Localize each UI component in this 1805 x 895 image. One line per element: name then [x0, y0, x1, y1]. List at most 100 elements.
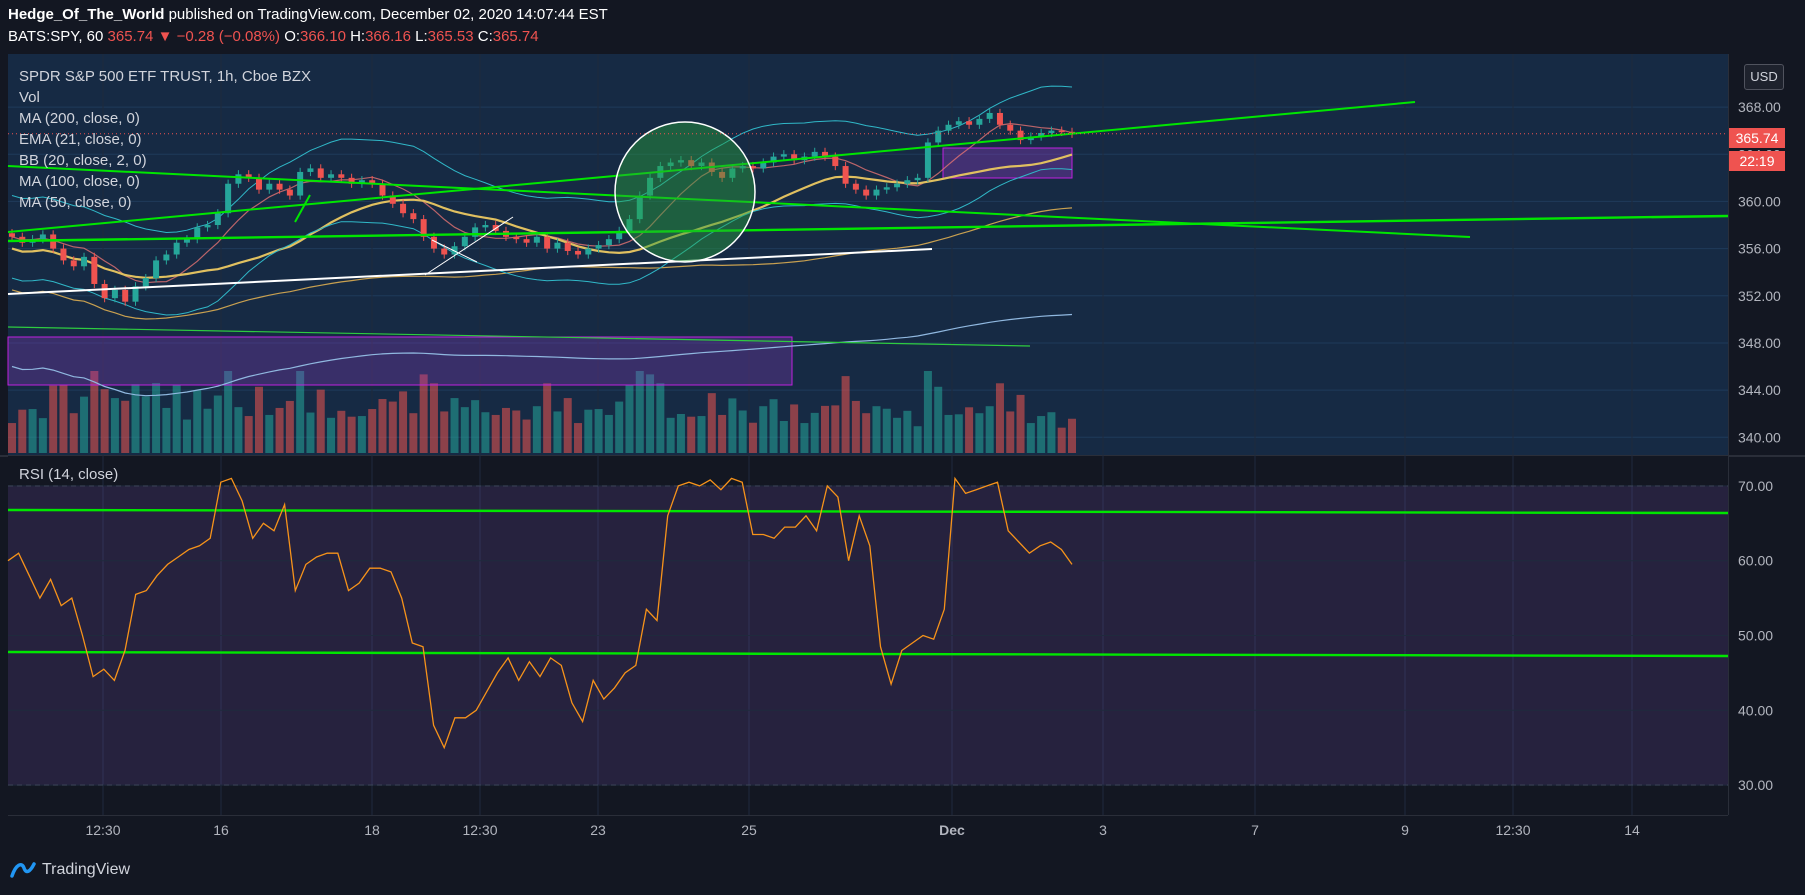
candle: [894, 179, 901, 192]
candle-body: [297, 171, 304, 196]
author[interactable]: Hedge_Of_The_World: [8, 6, 165, 23]
candle: [194, 223, 201, 244]
candle-body: [832, 156, 839, 167]
open-label: O:: [284, 28, 301, 45]
candle-body: [760, 162, 767, 169]
candle: [544, 232, 551, 253]
candle: [1007, 120, 1014, 135]
volume-bar: [975, 413, 984, 453]
candle-body: [214, 213, 221, 226]
candle: [719, 167, 726, 182]
volume-bar: [316, 389, 325, 453]
candle: [410, 209, 417, 224]
candle: [575, 246, 582, 259]
candle-body: [111, 289, 118, 299]
candle-body: [1038, 133, 1045, 137]
candle-body: [564, 242, 571, 251]
candle: [760, 158, 767, 173]
volume-bar: [872, 406, 881, 453]
volume-bar: [378, 399, 387, 453]
candle: [60, 244, 67, 265]
open-value: 366.10: [300, 28, 346, 45]
time-tick-label: Dec: [939, 822, 965, 838]
candle-body: [616, 230, 623, 240]
tradingview-logo[interactable]: TradingView: [10, 860, 130, 880]
time-tick-label: 14: [1624, 822, 1640, 838]
time-axis-border: [8, 815, 1728, 816]
candle-body: [976, 118, 983, 125]
volume-bar: [8, 423, 16, 453]
candle-body: [91, 256, 98, 284]
candle-body: [863, 189, 870, 196]
candle: [348, 173, 355, 188]
volume-bar: [481, 412, 490, 453]
close-value: 365.74: [492, 28, 539, 45]
volume-bar: [841, 376, 850, 453]
volume-series: [8, 371, 1076, 453]
volume-bar: [800, 423, 809, 453]
price-axis-border: [1728, 54, 1729, 815]
price-tick-label: 360.00: [1738, 193, 1781, 209]
time-tick-label: 12:30: [1495, 822, 1530, 838]
candle: [904, 176, 911, 188]
volume-bar: [429, 383, 438, 453]
candle-body: [935, 130, 942, 143]
volume-bar: [676, 413, 685, 453]
legend-ma50: MA (50, close, 0): [19, 194, 132, 211]
volume-bar: [100, 389, 109, 453]
currency-button[interactable]: USD: [1744, 64, 1784, 90]
legend-ma200: MA (200, close, 0): [19, 110, 140, 127]
volume-bar: [1006, 411, 1015, 453]
candle-body: [286, 189, 293, 196]
candle: [811, 147, 818, 161]
candle: [245, 170, 252, 182]
trendline: [7, 101, 1416, 233]
candle: [667, 158, 674, 171]
volume-bar: [646, 374, 655, 453]
candle-body: [379, 183, 386, 196]
candle: [153, 256, 160, 283]
low-label: L:: [415, 28, 428, 45]
candle-body: [472, 227, 479, 237]
candle-body: [647, 177, 654, 196]
time-tick-label: 25: [741, 822, 757, 838]
candle-body: [204, 225, 211, 228]
volume-bar: [388, 401, 397, 453]
candle: [533, 232, 540, 247]
candle-body: [966, 121, 973, 125]
candle-body: [739, 166, 746, 169]
published-text: published on TradingView.com, December 0…: [168, 6, 608, 23]
price-tag: 365.74: [1729, 128, 1785, 148]
volume-bar: [244, 416, 253, 453]
candle-body: [924, 142, 931, 178]
candle: [430, 232, 437, 253]
volume-bar: [275, 407, 284, 453]
candle: [677, 156, 684, 167]
legend-title: SPDR S&P 500 ETF TRUST, 1h, Cboe BZX: [19, 68, 312, 85]
candle-body: [1007, 124, 1014, 131]
volume-bar: [69, 413, 78, 453]
candle-body: [430, 236, 437, 249]
candle: [441, 244, 448, 259]
volume-bar: [471, 400, 480, 453]
candle-body: [420, 219, 427, 237]
drawn-line: [294, 194, 311, 223]
candle-body: [791, 154, 798, 161]
candle-body: [451, 246, 458, 255]
trendline: [7, 165, 1471, 238]
volume-bar: [409, 413, 418, 453]
candle-series: [9, 108, 1075, 306]
volume-bar: [1016, 394, 1025, 453]
time-tick-label: 3: [1099, 822, 1107, 838]
candle: [379, 179, 386, 200]
candle-body: [132, 286, 139, 302]
volume-bar: [625, 385, 634, 453]
candle: [328, 170, 335, 182]
candle-body: [554, 242, 561, 249]
candle-body: [544, 236, 551, 249]
candle: [935, 126, 942, 147]
volume-bar: [49, 385, 58, 453]
candle: [955, 117, 962, 129]
volume-bar: [604, 414, 613, 453]
